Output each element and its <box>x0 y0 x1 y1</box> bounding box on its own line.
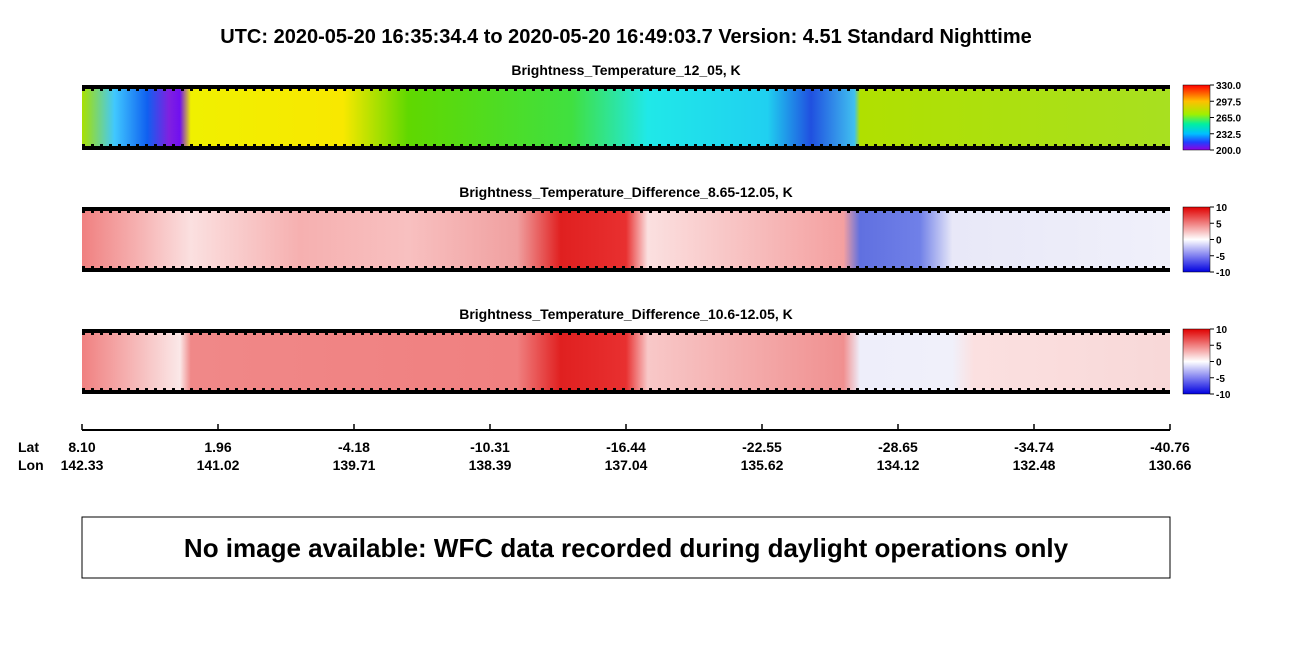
colorbar-label: 10 <box>1216 325 1228 336</box>
strip-border <box>82 329 1170 333</box>
colorbar <box>1182 328 1211 395</box>
colorbar-label: 0 <box>1216 236 1222 247</box>
strip-border <box>82 390 1170 394</box>
lat-tick-label: -16.44 <box>606 439 646 455</box>
strip-border <box>82 207 1170 211</box>
lat-tick-label: -4.18 <box>338 439 370 455</box>
image-strip <box>82 329 1170 394</box>
colorbar-label: -5 <box>1216 374 1225 385</box>
lon-tick-label: 130.66 <box>1149 457 1192 473</box>
strip-border <box>82 146 1170 150</box>
lat-tick-label: -40.76 <box>1150 439 1190 455</box>
strip-border <box>82 85 1170 89</box>
strip-border <box>82 268 1170 272</box>
panel-title: Brightness_Temperature_Difference_8.65-1… <box>459 184 793 200</box>
message-box <box>81 516 1171 579</box>
lon-tick-label: 138.39 <box>469 457 512 473</box>
lat-tick-label: 8.10 <box>68 439 95 455</box>
panel-title: Brightness_Temperature_Difference_10.6-1… <box>459 306 793 322</box>
colorbar-label: 330.0 <box>1216 81 1241 92</box>
lon-tick-label: 141.02 <box>197 457 240 473</box>
lat-tick-label: -28.65 <box>878 439 918 455</box>
lat-tick-label: -34.74 <box>1014 439 1054 455</box>
image-strip <box>82 207 1170 272</box>
colorbar-label: 232.5 <box>1216 130 1241 141</box>
lon-label: Lon <box>18 457 44 473</box>
axis-ticks: 8.10 142.33 1.96 141.02 -4.18 139.71 -10.31 138… <box>61 424 1192 473</box>
title: UTC: 2020-05-20 16:35:34.4 to 2020-05-20… <box>220 26 1031 48</box>
colorbar-label: 200.0 <box>1216 146 1241 157</box>
lat-tick-label: -10.31 <box>470 439 510 455</box>
lon-tick-label: 142.33 <box>61 457 104 473</box>
lon-tick-label: 132.48 <box>1013 457 1056 473</box>
panels: Brightness_Temperature_12_05, K 330.0 297.… <box>82 62 1241 401</box>
lat-label: Lat <box>18 439 39 455</box>
colorbar-label: 5 <box>1216 341 1222 352</box>
colorbar-label: -5 <box>1216 252 1225 263</box>
colorbar-label: -10 <box>1216 268 1231 279</box>
lon-tick-label: 134.12 <box>877 457 920 473</box>
lon-tick-label: 137.04 <box>605 457 648 473</box>
colorbar <box>1182 206 1211 273</box>
lon-tick-label: 135.62 <box>741 457 784 473</box>
lon-tick-label: 139.71 <box>333 457 376 473</box>
colorbar-label: 265.0 <box>1216 114 1241 125</box>
lat-tick-label: 1.96 <box>204 439 231 455</box>
image-strip <box>82 85 1170 150</box>
colorbar-label: 0 <box>1216 358 1222 369</box>
colorbar-label: 5 <box>1216 219 1222 230</box>
colorbar-label: 297.5 <box>1216 97 1241 108</box>
colorbar-label: -10 <box>1216 390 1231 401</box>
panel-title: Brightness_Temperature_12_05, K <box>511 62 740 78</box>
colorbar <box>1182 84 1211 151</box>
message: No image available: WFC data recorded du… <box>184 533 1069 563</box>
lat-tick-label: -22.55 <box>742 439 782 455</box>
colorbar-label: 10 <box>1216 203 1228 214</box>
